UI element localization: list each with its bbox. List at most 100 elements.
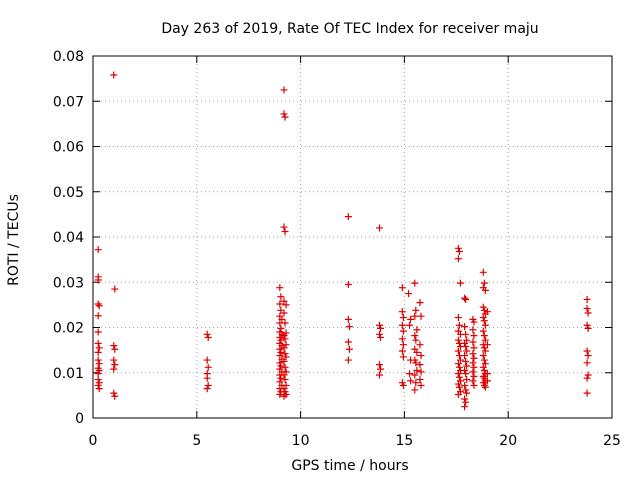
data-point <box>282 353 290 361</box>
data-point <box>461 366 469 374</box>
data-point <box>481 360 489 368</box>
data-point <box>583 374 591 382</box>
data-point <box>281 350 289 358</box>
data-point <box>377 365 385 373</box>
data-point <box>462 330 470 338</box>
data-point <box>280 392 288 400</box>
data-point <box>110 365 118 373</box>
data-point <box>277 293 285 301</box>
data-point <box>461 339 469 347</box>
data-point <box>412 306 420 314</box>
data-point <box>280 86 288 94</box>
x-tick-label: 5 <box>192 433 201 449</box>
data-point <box>480 317 488 325</box>
data-point <box>463 389 471 397</box>
data-point <box>455 321 463 329</box>
data-point <box>461 352 469 360</box>
data-point <box>454 314 462 322</box>
data-point <box>583 389 591 397</box>
y-tick-label: 0.05 <box>53 185 84 201</box>
data-point <box>276 378 284 386</box>
y-axis-label: ROTI / TECUs <box>6 194 22 286</box>
data-point <box>276 352 284 360</box>
plot-frame <box>92 55 613 419</box>
data-point <box>204 333 212 341</box>
data-point <box>454 360 462 368</box>
data-point <box>280 223 288 231</box>
data-point <box>280 332 288 340</box>
y-tick-label: 0.06 <box>53 140 84 156</box>
data-point <box>405 290 413 298</box>
data-point <box>277 348 285 356</box>
data-point <box>412 336 420 344</box>
data-point <box>94 276 102 284</box>
data-point <box>399 381 407 389</box>
x-axis-label: GPS time / hours <box>291 458 408 474</box>
grid-lines <box>93 56 612 418</box>
data-point <box>584 371 592 379</box>
data-point <box>481 383 489 391</box>
data-point <box>281 319 289 327</box>
data-point <box>480 344 488 352</box>
data-point <box>469 326 477 334</box>
data-point <box>412 379 420 387</box>
x-tick-label: 10 <box>292 433 310 449</box>
y-tick-label: 0.01 <box>53 366 84 382</box>
data-point <box>398 335 406 343</box>
x-tick-label: 20 <box>499 433 517 449</box>
data-point <box>480 279 488 287</box>
data-point <box>110 342 118 350</box>
data-point <box>479 327 487 335</box>
data-point <box>94 381 102 389</box>
data-point <box>375 330 383 338</box>
data-point <box>469 350 477 358</box>
data-point <box>280 309 288 317</box>
data-point <box>110 356 118 364</box>
data-point <box>411 386 419 394</box>
data-point <box>406 370 414 378</box>
data-point <box>481 321 489 329</box>
data-point <box>483 370 491 378</box>
data-point <box>280 357 288 365</box>
data-point <box>398 284 406 292</box>
y-tick-label: 0.03 <box>53 275 84 291</box>
data-point <box>203 385 211 393</box>
data-point <box>345 345 353 353</box>
data-point <box>203 356 211 364</box>
data-point <box>375 321 383 329</box>
data-point <box>584 309 592 317</box>
data-point <box>281 335 289 343</box>
data-point <box>454 244 462 252</box>
data-point <box>280 110 288 118</box>
data-point <box>95 302 103 310</box>
y-tick-labels: 0 0.01 0.02 0.03 0.04 0.05 0.06 0.07 0.08 <box>53 49 84 427</box>
data-point <box>583 321 591 329</box>
data-point <box>462 343 470 351</box>
data-point <box>481 347 489 355</box>
data-point <box>399 353 407 361</box>
data-point <box>281 113 289 121</box>
data-point <box>479 303 487 311</box>
data-point <box>278 315 286 323</box>
data-point <box>454 336 462 344</box>
data-point <box>462 295 470 303</box>
data-point <box>480 356 488 364</box>
data-point <box>583 295 591 303</box>
data-point <box>483 308 491 316</box>
data-point <box>111 392 119 400</box>
data-point <box>462 386 470 394</box>
data-point <box>94 246 102 254</box>
data-point <box>479 352 487 360</box>
data-point <box>480 306 488 314</box>
data-point <box>416 341 424 349</box>
data-point <box>454 390 462 398</box>
x-tick-labels: 0 5 10 15 20 25 <box>89 433 621 449</box>
data-point <box>470 344 478 352</box>
data-point <box>461 381 469 389</box>
data-point <box>111 285 119 293</box>
data-point <box>94 356 102 364</box>
data-point <box>462 370 470 378</box>
data-point <box>470 372 478 380</box>
data-point <box>462 398 470 406</box>
